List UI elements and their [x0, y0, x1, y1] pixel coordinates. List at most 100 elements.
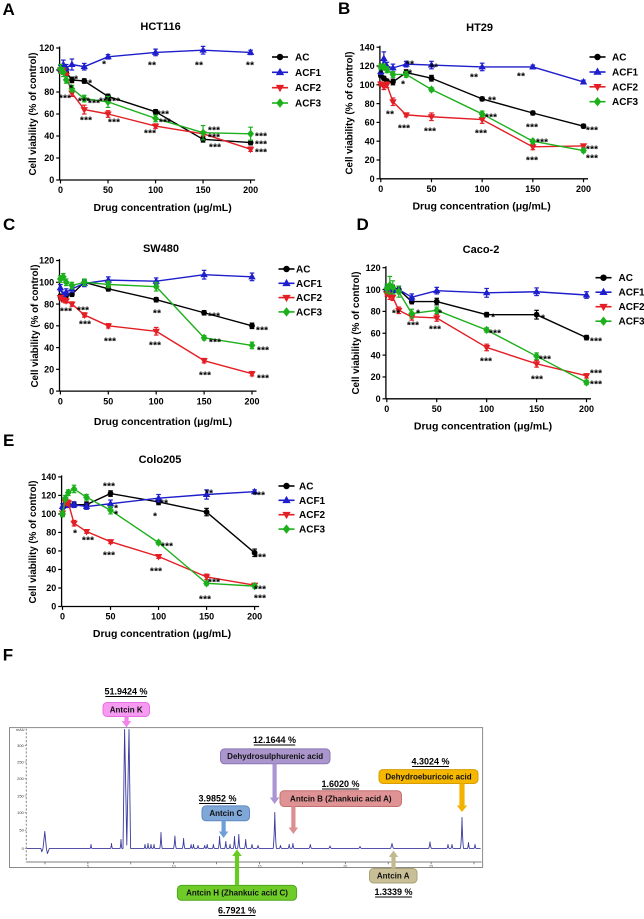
svg-text:ACF2: ACF2 — [295, 83, 322, 94]
svg-text:*: * — [491, 312, 496, 324]
svg-text:**: ** — [153, 308, 162, 320]
svg-text:ACF3: ACF3 — [299, 525, 326, 536]
svg-text:***: *** — [208, 577, 221, 589]
svg-text:60: 60 — [44, 109, 54, 119]
svg-text:0: 0 — [370, 174, 375, 184]
svg-text:250: 250 — [17, 759, 24, 764]
svg-text:***: *** — [99, 96, 112, 108]
svg-text:50: 50 — [103, 396, 113, 406]
svg-text:***: *** — [254, 593, 267, 605]
svg-text:Cell viability (% of control): Cell viability (% of control) — [28, 480, 39, 603]
svg-text:***: *** — [586, 125, 599, 137]
svg-text:***: *** — [398, 123, 411, 135]
svg-text:***: *** — [161, 541, 174, 553]
svg-text:mAU: mAU — [16, 728, 25, 732]
svg-text:150: 150 — [17, 793, 24, 798]
svg-text:100: 100 — [149, 396, 164, 406]
svg-text:Antcin K: Antcin K — [110, 705, 143, 714]
svg-text:ACF2: ACF2 — [299, 510, 326, 521]
svg-text:40: 40 — [44, 343, 54, 353]
svg-text:25: 25 — [429, 864, 433, 868]
svg-text:***: *** — [159, 117, 172, 129]
svg-text:5: 5 — [87, 864, 89, 868]
svg-text:12.1644 %: 12.1644 % — [253, 735, 296, 745]
svg-text:0: 0 — [58, 185, 63, 195]
svg-text:***: *** — [485, 112, 498, 124]
svg-text:4.3024 %: 4.3024 % — [411, 757, 449, 767]
svg-text:**: ** — [430, 62, 439, 74]
svg-text:Cell viability (% of control): Cell viability (% of control) — [345, 51, 356, 174]
svg-text:D: D — [357, 215, 369, 234]
svg-text:100: 100 — [39, 278, 54, 288]
svg-text:***: *** — [590, 379, 603, 391]
svg-text:**: ** — [148, 60, 157, 72]
svg-text:AC: AC — [295, 53, 309, 64]
svg-text:***: *** — [144, 128, 157, 140]
svg-text:**: ** — [160, 498, 169, 510]
svg-text:Cell viability (% of control): Cell viability (% of control) — [351, 271, 362, 394]
svg-text:***: *** — [103, 481, 116, 493]
svg-text:***: *** — [536, 137, 549, 149]
svg-text:100: 100 — [360, 80, 375, 90]
svg-text:***: *** — [531, 374, 544, 386]
svg-text:**: ** — [517, 71, 526, 83]
svg-text:AC: AC — [296, 265, 310, 276]
svg-text:15: 15 — [258, 864, 262, 868]
svg-text:50: 50 — [19, 828, 24, 833]
svg-text:***: *** — [475, 128, 488, 140]
svg-text:50: 50 — [426, 184, 436, 194]
svg-text:***: *** — [88, 98, 101, 110]
svg-text:20: 20 — [371, 372, 381, 382]
svg-text:50: 50 — [103, 185, 113, 195]
svg-text:***: *** — [526, 155, 539, 167]
svg-text:Drug concentration (μg/mL): Drug concentration (μg/mL) — [94, 416, 232, 428]
svg-text:***: *** — [539, 354, 552, 366]
svg-text:0: 0 — [22, 846, 25, 851]
svg-text:Colo205: Colo205 — [139, 454, 182, 466]
svg-text:C: C — [3, 215, 15, 234]
svg-text:**: ** — [84, 78, 93, 90]
svg-text:20: 20 — [44, 365, 54, 375]
svg-text:200: 200 — [247, 612, 262, 622]
svg-text:150: 150 — [525, 184, 540, 194]
svg-text:20: 20 — [46, 583, 56, 593]
svg-text:***: *** — [480, 356, 493, 368]
svg-text:ACF1: ACF1 — [619, 288, 644, 299]
svg-text:0: 0 — [49, 175, 54, 185]
svg-text:**: ** — [392, 308, 401, 320]
svg-text:100: 100 — [41, 509, 56, 519]
svg-text:E: E — [3, 431, 14, 450]
svg-text:140: 140 — [360, 42, 375, 52]
svg-text:120: 120 — [39, 256, 54, 266]
svg-text:1.3339 %: 1.3339 % — [374, 887, 412, 897]
svg-text:60: 60 — [365, 118, 375, 128]
svg-text:120: 120 — [41, 491, 56, 501]
svg-text:*: * — [379, 68, 384, 80]
svg-text:100: 100 — [479, 404, 494, 414]
svg-text:***: *** — [149, 340, 162, 352]
svg-text:20: 20 — [343, 864, 347, 868]
svg-text:***: *** — [257, 345, 270, 357]
svg-text:***: *** — [103, 550, 116, 562]
svg-text:***: *** — [77, 305, 90, 317]
svg-text:40: 40 — [371, 350, 381, 360]
svg-text:*: * — [102, 59, 107, 71]
svg-text:***: *** — [407, 320, 420, 332]
svg-text:0: 0 — [58, 396, 63, 406]
svg-text:***: *** — [255, 139, 268, 151]
svg-text:ACF1: ACF1 — [296, 279, 323, 290]
svg-text:150: 150 — [199, 612, 214, 622]
svg-text:60: 60 — [371, 328, 381, 338]
svg-text:60: 60 — [46, 546, 56, 556]
svg-text:Dehydrosulphurenic acid: Dehydrosulphurenic acid — [227, 752, 323, 761]
svg-text:***: *** — [590, 368, 603, 380]
svg-text:80: 80 — [365, 99, 375, 109]
svg-text:***: *** — [209, 337, 222, 349]
svg-text:***: *** — [79, 319, 92, 331]
svg-text:ACF2: ACF2 — [619, 302, 644, 313]
svg-text:***: *** — [254, 584, 267, 596]
svg-text:***: *** — [253, 490, 266, 502]
svg-text:AC: AC — [299, 482, 313, 493]
svg-text:**: ** — [386, 109, 395, 121]
svg-text:***: *** — [199, 594, 212, 606]
